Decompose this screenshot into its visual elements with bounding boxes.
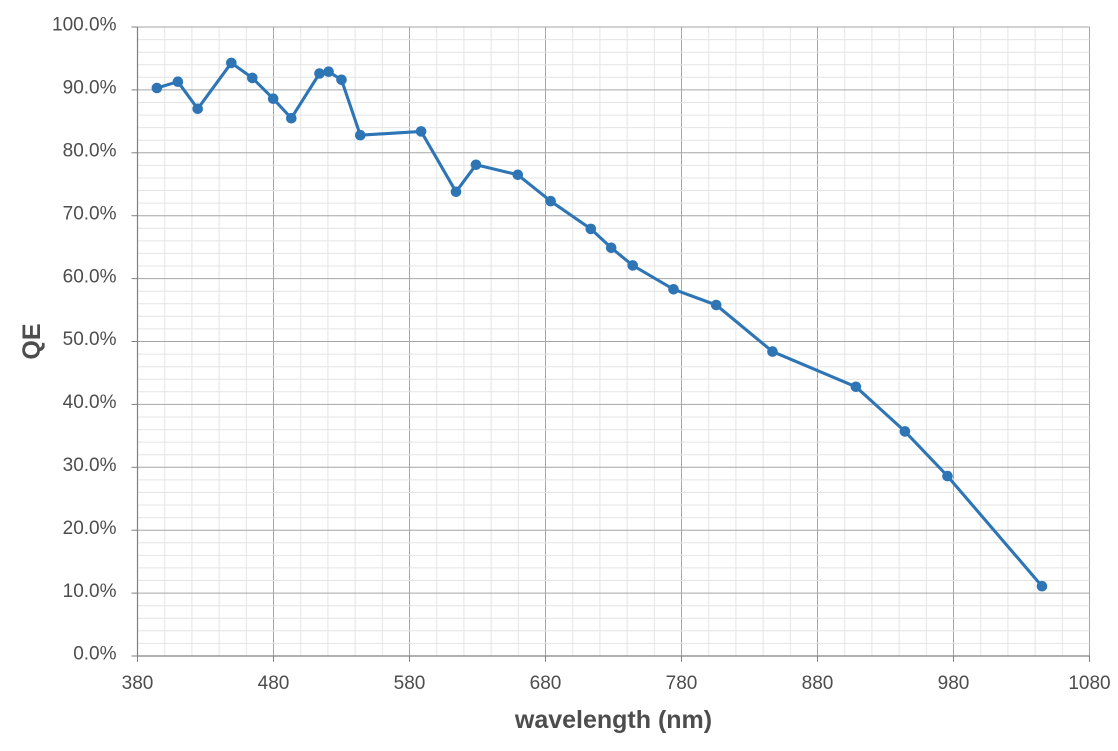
svg-text:60.0%: 60.0%: [63, 266, 117, 287]
svg-text:880: 880: [802, 673, 834, 694]
svg-text:20.0%: 20.0%: [63, 518, 117, 539]
svg-text:580: 580: [394, 673, 426, 694]
svg-text:10.0%: 10.0%: [63, 581, 117, 602]
svg-text:70.0%: 70.0%: [63, 203, 117, 224]
svg-text:80.0%: 80.0%: [63, 141, 117, 162]
svg-text:50.0%: 50.0%: [63, 329, 117, 350]
svg-text:wavelength (nm): wavelength (nm): [514, 706, 712, 734]
svg-text:40.0%: 40.0%: [63, 392, 117, 413]
svg-text:980: 980: [938, 673, 970, 694]
svg-text:1080: 1080: [1068, 673, 1110, 694]
svg-text:680: 680: [530, 673, 562, 694]
svg-text:780: 780: [666, 673, 698, 694]
svg-text:380: 380: [122, 673, 154, 694]
svg-text:30.0%: 30.0%: [63, 455, 117, 476]
svg-text:480: 480: [258, 673, 290, 694]
svg-text:QE: QE: [18, 323, 46, 359]
svg-text:90.0%: 90.0%: [63, 78, 117, 99]
svg-text:100.0%: 100.0%: [52, 15, 117, 36]
svg-text:0.0%: 0.0%: [73, 644, 116, 665]
